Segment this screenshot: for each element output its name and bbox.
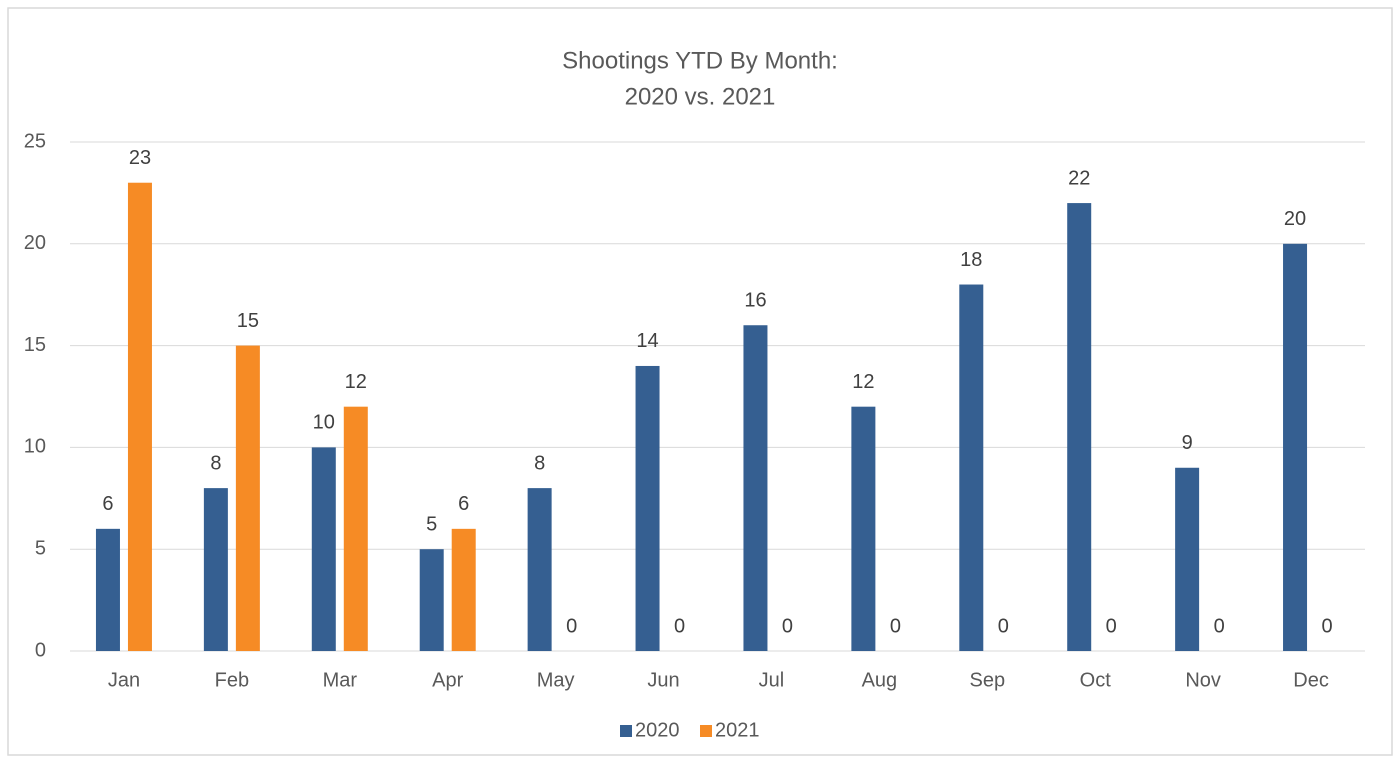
data-label: 23 bbox=[129, 147, 151, 169]
data-label: 12 bbox=[345, 371, 367, 393]
data-label: 8 bbox=[534, 452, 545, 474]
data-label: 0 bbox=[566, 615, 577, 637]
chart-title: Shootings YTD By Month: bbox=[562, 47, 838, 74]
bar bbox=[851, 406, 876, 651]
data-label: 5 bbox=[426, 513, 437, 535]
x-tick-label: Dec bbox=[1293, 669, 1329, 691]
data-label: 8 bbox=[210, 452, 221, 474]
bar bbox=[95, 528, 120, 651]
legend-label: 2021 bbox=[715, 719, 760, 741]
bar bbox=[1067, 203, 1092, 651]
bar bbox=[127, 182, 152, 651]
bar bbox=[235, 345, 260, 651]
data-label: 10 bbox=[313, 412, 335, 434]
bar bbox=[343, 406, 368, 651]
data-label: 15 bbox=[237, 310, 259, 332]
x-tick-label: Nov bbox=[1185, 669, 1221, 691]
y-tick-label: 20 bbox=[24, 232, 46, 254]
x-tick-label: Feb bbox=[215, 669, 249, 691]
data-label: 6 bbox=[102, 493, 113, 515]
y-tick-label: 5 bbox=[35, 537, 46, 559]
legend-swatch bbox=[700, 725, 712, 737]
chart-title: 2020 vs. 2021 bbox=[625, 83, 776, 110]
data-label: 22 bbox=[1068, 167, 1090, 189]
bar bbox=[635, 365, 660, 651]
x-tick-label: Apr bbox=[432, 669, 463, 691]
bar bbox=[1175, 467, 1200, 651]
data-label: 0 bbox=[998, 615, 1009, 637]
x-tick-label: Aug bbox=[862, 669, 898, 691]
y-tick-label: 10 bbox=[24, 436, 46, 458]
y-tick-label: 0 bbox=[35, 639, 46, 661]
bar bbox=[527, 488, 552, 651]
legend-label: 2020 bbox=[635, 719, 680, 741]
data-label: 14 bbox=[636, 330, 658, 352]
bar bbox=[203, 488, 228, 651]
data-label: 18 bbox=[960, 249, 982, 271]
legend-swatch bbox=[620, 725, 632, 737]
data-label: 20 bbox=[1284, 208, 1306, 230]
data-label: 12 bbox=[852, 371, 874, 393]
data-label: 0 bbox=[782, 615, 793, 637]
x-tick-label: Jan bbox=[108, 669, 140, 691]
x-tick-label: Sep bbox=[969, 669, 1005, 691]
x-tick-label: Oct bbox=[1080, 669, 1112, 691]
bar bbox=[419, 549, 444, 651]
data-label: 0 bbox=[1106, 615, 1117, 637]
x-tick-label: May bbox=[537, 669, 575, 691]
x-tick-label: Mar bbox=[323, 669, 358, 691]
data-label: 16 bbox=[744, 290, 766, 312]
bar bbox=[451, 528, 476, 651]
data-label: 0 bbox=[1321, 615, 1332, 637]
data-label: 6 bbox=[458, 493, 469, 515]
y-tick-label: 25 bbox=[24, 130, 46, 152]
data-label: 0 bbox=[890, 615, 901, 637]
bar bbox=[311, 447, 336, 651]
y-tick-label: 15 bbox=[24, 334, 46, 356]
data-label: 9 bbox=[1182, 432, 1193, 454]
bar bbox=[1283, 243, 1308, 652]
x-tick-label: Jul bbox=[759, 669, 785, 691]
x-tick-label: Jun bbox=[647, 669, 679, 691]
data-label: 0 bbox=[1214, 615, 1225, 637]
bar bbox=[959, 284, 984, 651]
bar bbox=[743, 325, 768, 651]
data-label: 0 bbox=[674, 615, 685, 637]
